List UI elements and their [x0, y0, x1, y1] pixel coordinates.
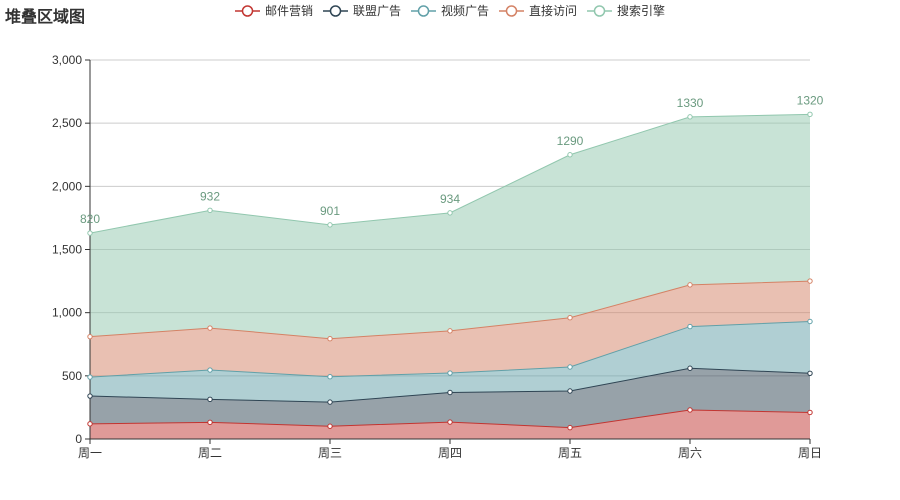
x-tick-label: 周日 — [798, 446, 822, 460]
data-point — [327, 374, 333, 380]
data-label: 1320 — [797, 93, 824, 107]
data-point — [687, 407, 693, 413]
y-tick-label: 3,000 — [52, 53, 82, 67]
data-label: 1330 — [677, 96, 704, 110]
x-tick-label: 周三 — [318, 446, 342, 460]
x-tick-label: 周二 — [198, 446, 222, 460]
y-tick-label: 2,000 — [52, 179, 82, 193]
data-point — [87, 393, 93, 399]
legend-label: 联盟广告 — [353, 4, 401, 18]
data-point — [687, 114, 693, 120]
data-label: 820 — [80, 212, 100, 226]
area-series-5 — [90, 114, 810, 339]
data-point — [207, 396, 213, 403]
data-point — [207, 325, 213, 331]
data-point — [207, 419, 213, 426]
y-tick-label: 1,500 — [52, 243, 82, 257]
data-label: 1290 — [557, 134, 584, 148]
area-series-4 — [90, 281, 810, 378]
data-point — [567, 152, 573, 158]
data-point — [327, 399, 333, 405]
data-point — [687, 282, 693, 288]
data-point — [567, 364, 573, 370]
data-point — [207, 367, 213, 373]
data-point — [447, 328, 453, 334]
y-tick-label: 2,500 — [52, 116, 82, 130]
x-tick-label: 周六 — [678, 446, 702, 460]
data-label: 934 — [440, 192, 460, 206]
legend-item-3[interactable]: 视频广告 — [411, 3, 489, 18]
data-point — [447, 370, 453, 376]
data-point — [447, 389, 453, 396]
area-layer — [90, 114, 810, 439]
data-point — [687, 365, 693, 371]
data-point — [207, 207, 213, 214]
legend-item-5[interactable]: 搜索引擎 — [587, 3, 665, 18]
data-point — [327, 423, 333, 429]
data-point — [87, 374, 93, 380]
data-point — [807, 318, 813, 325]
data-point — [687, 323, 693, 330]
data-point — [567, 388, 573, 394]
data-point — [567, 315, 573, 321]
data-point — [327, 222, 333, 228]
axis-layer: 0 500 1,000 1,500 2,000 2,500 3,000 周一 周二 周三 周四 周五 周… — [52, 53, 822, 460]
legend-marker-icon — [241, 5, 254, 17]
data-point — [807, 278, 813, 284]
data-point — [327, 335, 333, 342]
legend-marker-icon — [417, 5, 430, 17]
legend-label: 搜索引擎 — [617, 3, 665, 18]
y-tick-label: 500 — [62, 369, 82, 383]
x-tick-label: 周五 — [558, 446, 582, 460]
legend-label: 邮件营销 — [265, 4, 313, 18]
label-layer: 820 932 901 934 1290 1330 1320 — [80, 93, 824, 226]
data-label: 932 — [200, 189, 220, 203]
x-tick-label: 周一 — [78, 446, 102, 460]
data-point — [807, 370, 813, 377]
data-label: 901 — [320, 204, 340, 218]
legend-label: 视频广告 — [441, 3, 489, 18]
legend-item-4[interactable]: 直接访问 — [499, 3, 577, 18]
data-point — [807, 409, 813, 416]
legend-label: 直接访问 — [529, 3, 577, 18]
x-tick-label: 周四 — [438, 446, 462, 460]
y-tick-label: 0 — [75, 432, 82, 446]
legend: 邮件营销 联盟广告 视频广告 直接访问 搜索引擎 — [235, 3, 665, 18]
legend-item-1[interactable]: 邮件营销 — [235, 4, 313, 18]
data-point — [447, 419, 453, 425]
data-point — [807, 111, 813, 118]
chart-title: 堆叠区域图 — [5, 7, 86, 26]
data-point — [567, 424, 573, 431]
area-series-3 — [90, 321, 810, 403]
legend-item-2[interactable]: 联盟广告 — [323, 4, 401, 18]
legend-marker-icon — [329, 5, 342, 17]
y-tick-label: 1,000 — [52, 306, 82, 320]
area-series-2 — [90, 368, 810, 428]
data-point — [447, 210, 453, 216]
data-point — [87, 230, 93, 236]
legend-marker-icon — [505, 5, 518, 17]
legend-marker-icon — [593, 5, 606, 17]
point-layer — [87, 111, 813, 431]
data-point — [87, 421, 93, 427]
data-point — [87, 333, 93, 340]
